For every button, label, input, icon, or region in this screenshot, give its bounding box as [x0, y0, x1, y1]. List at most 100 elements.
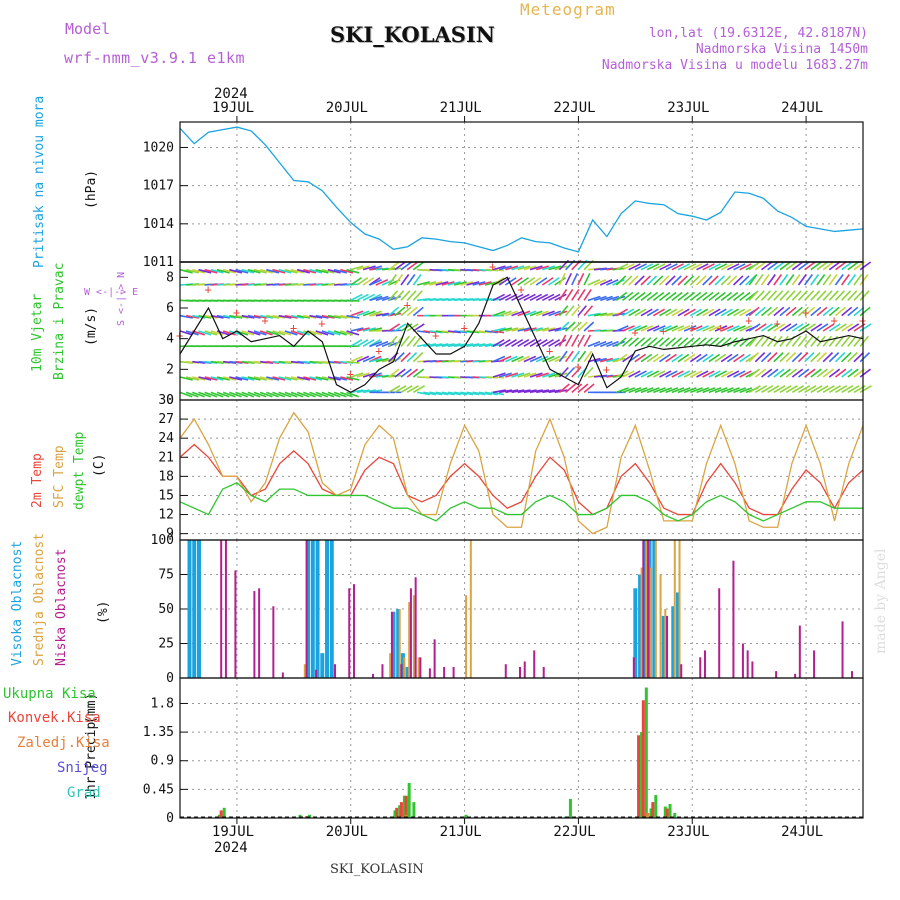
wind-barb-113: [253, 314, 267, 319]
wind-barb-63: [222, 391, 236, 398]
top-day-label-5: 24JUL: [781, 100, 824, 116]
wind-barb-340: [394, 274, 404, 286]
wind-barb-845: [726, 263, 740, 271]
wind-barb-367: [412, 274, 422, 286]
wind-barb-194: [309, 314, 323, 319]
wind-barb-830: [720, 353, 733, 363]
wind-barb-714: [640, 337, 652, 347]
cloud-low-bar-32: [680, 664, 683, 678]
wind-barb-998: [828, 261, 841, 271]
cloud-tick-label-2: 50: [158, 602, 174, 617]
wind-gust-mark-12: +: [347, 367, 354, 381]
wind-barb-959: [804, 306, 816, 317]
wind-barb-880: [748, 274, 758, 286]
temp-tick-label-5: 24: [158, 431, 174, 446]
wind-barb-216: [327, 391, 341, 398]
pressure-tick-label-1: 1014: [143, 217, 174, 232]
wind-barb-608: [571, 305, 581, 317]
wind-barb-934: [785, 274, 795, 286]
pressure-tick-label-2: 1017: [143, 179, 174, 194]
wind-barb-59: [216, 314, 230, 319]
wind-barb-925: [779, 274, 789, 286]
cloud-low-bar-31: [666, 615, 669, 678]
cloud-low-bar-19: [428, 668, 431, 678]
wind-barb-41: [204, 314, 218, 319]
wind-barb-775: [683, 370, 697, 378]
wind-barb-423: [454, 391, 468, 396]
cloud-low-bar-45: [851, 671, 854, 678]
wind-barb-614: [577, 350, 587, 363]
wind-barb-230: [334, 314, 348, 319]
wind-barb-259: [350, 277, 362, 286]
top-day-label-3: 22JUL: [553, 100, 596, 116]
wind-barb-349: [400, 274, 410, 286]
wind-barb-487: [492, 372, 506, 378]
wind-barb-839: [726, 353, 739, 363]
wind-barb-304: [375, 278, 389, 286]
wind-barb-955: [804, 368, 816, 378]
wind-barb-956: [804, 352, 815, 363]
wind-barb-929: [785, 352, 797, 363]
wind-barb-678: [615, 337, 627, 347]
wind-barb-829: [720, 370, 734, 378]
wind-barb-176: [297, 314, 311, 319]
wind-barb-198: [315, 391, 329, 398]
wind-barb-555: [535, 293, 549, 302]
wind-gust-mark-26: +: [546, 344, 553, 358]
wind-barb-489: [492, 338, 505, 348]
wind-barb-325: [388, 368, 400, 378]
wind-barb-703: [634, 370, 647, 378]
wind-barb-357: [406, 290, 417, 301]
wind-barb-167: [290, 314, 304, 319]
wind-barb-801: [702, 387, 716, 394]
bottom-day-label-5: 24JUL: [781, 824, 824, 840]
wind-barb-561: [541, 338, 554, 348]
cloud-mid-bar-9: [640, 567, 643, 678]
wind-barb-923: [779, 306, 791, 317]
wind-barb-836: [720, 263, 734, 271]
wind-barb-338: [394, 306, 406, 317]
wind-barb-45: [210, 391, 224, 398]
wind-barb-100: [247, 376, 261, 381]
wind-barb-905: [767, 306, 779, 317]
wind-barb-421: [447, 281, 461, 286]
wind-barb-533: [523, 355, 537, 363]
wind-barb-843: [726, 291, 739, 301]
wind-barb-180: [303, 391, 316, 398]
wind-barb-686: [622, 353, 634, 363]
wind-barb-95: [241, 314, 255, 319]
wind-barb-531: [523, 389, 537, 394]
wind-barb-779: [683, 308, 696, 317]
wind-barb-609: [571, 288, 580, 301]
wind-barb-996: [828, 290, 839, 301]
meteogram-label: Meteogram: [520, 0, 616, 19]
wind-barb-810: [708, 387, 722, 394]
wind-barb-972: [816, 385, 829, 394]
temp-tick-label-2: 15: [158, 488, 174, 503]
cloud-low-bar-23: [504, 664, 507, 678]
wind-barb-1012: [841, 323, 853, 332]
wind-barb-650: [600, 357, 614, 363]
wind-barb-295: [369, 278, 382, 286]
wind-barb-161: [284, 268, 298, 274]
wind-barb-990: [828, 385, 841, 394]
wind-barb-1043: [859, 261, 872, 271]
wind-barb-263: [356, 355, 370, 363]
cloud-low-bar-0: [220, 540, 223, 678]
wind-barb-773: [677, 263, 691, 271]
wind-barb-1002: [834, 335, 845, 347]
precip-conv-bar-0: [219, 810, 223, 818]
wind-barb-740: [659, 353, 671, 363]
wind-barb-509: [505, 310, 518, 317]
wind-barb-694: [628, 370, 641, 378]
wind-barb-712: [640, 370, 653, 378]
cloud-high-bar-2: [196, 540, 201, 678]
wind-barb-952: [797, 274, 807, 286]
wind-barb-543: [529, 338, 542, 348]
wind-barb-964: [810, 368, 822, 378]
wind-barb-818: [708, 263, 721, 271]
wind-barb-513: [511, 389, 525, 394]
wind-barb-762: [671, 291, 683, 301]
wind-barb-14: [186, 314, 200, 319]
wind-barb-365: [412, 306, 424, 317]
